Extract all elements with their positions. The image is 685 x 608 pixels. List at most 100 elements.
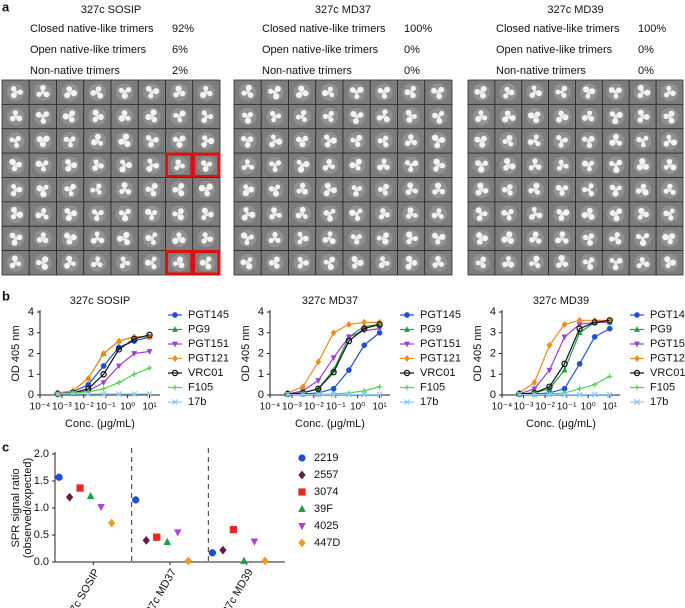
x-tick-label: 10⁰ bbox=[350, 402, 365, 413]
legend-label: PGT145 bbox=[420, 309, 461, 321]
particle-lobe bbox=[588, 183, 594, 189]
particle-lobe bbox=[349, 87, 356, 94]
particle-lobe bbox=[125, 87, 132, 93]
particle-core bbox=[667, 163, 672, 168]
particle-core bbox=[532, 211, 538, 217]
particle-core bbox=[408, 236, 414, 241]
particle-lobe bbox=[92, 109, 99, 116]
particle-core bbox=[479, 89, 484, 95]
data-point bbox=[315, 385, 322, 392]
particle-lobe bbox=[121, 92, 128, 99]
particle-core bbox=[667, 187, 672, 192]
data-point bbox=[240, 556, 248, 564]
particle-lobe bbox=[152, 88, 160, 95]
row-label: Closed native-like trimers bbox=[262, 23, 386, 35]
legend-marker bbox=[403, 341, 411, 348]
particle-lobe bbox=[637, 117, 644, 123]
particle-core bbox=[149, 163, 155, 168]
particle-lobe bbox=[299, 206, 306, 213]
particle-core bbox=[67, 89, 73, 95]
particle-lobe bbox=[501, 187, 508, 193]
legend-marker bbox=[633, 398, 641, 406]
particle-lobe bbox=[94, 215, 100, 222]
data-point bbox=[146, 365, 153, 371]
particle-core bbox=[204, 114, 209, 119]
particle-lobe bbox=[434, 182, 442, 189]
x-tick-label: 10⁻⁴ bbox=[492, 402, 513, 413]
particle-lobe bbox=[41, 263, 48, 270]
particle-core bbox=[149, 138, 155, 144]
data-point bbox=[576, 391, 583, 398]
particle-lobe bbox=[533, 182, 540, 189]
particle-lobe bbox=[9, 158, 16, 166]
particle-lobe bbox=[407, 207, 414, 214]
particle-core bbox=[613, 236, 619, 241]
particle-core bbox=[586, 114, 592, 119]
particle-core bbox=[149, 187, 155, 192]
particle-core bbox=[67, 211, 73, 217]
y-tick-label: 2 bbox=[490, 347, 496, 359]
particle-lobe bbox=[302, 214, 308, 219]
particle-lobe bbox=[666, 85, 672, 91]
particle-lobe bbox=[668, 215, 674, 221]
particle-lobe bbox=[303, 161, 310, 168]
panel-title: 327c SOSIP bbox=[81, 4, 142, 16]
y-tick-label: 3 bbox=[258, 327, 264, 339]
particle-lobe bbox=[531, 85, 537, 91]
y-tick-label: 0 bbox=[490, 389, 496, 401]
particle-core bbox=[299, 138, 305, 144]
particle-lobe bbox=[639, 158, 646, 165]
legend-label: 3074 bbox=[314, 486, 338, 498]
particle-lobe bbox=[272, 190, 279, 197]
particle-core bbox=[640, 236, 645, 241]
particle-lobe bbox=[643, 261, 650, 268]
legend-label: 2219 bbox=[314, 452, 338, 464]
data-point bbox=[132, 496, 140, 504]
particle-core bbox=[436, 236, 441, 241]
particle-lobe bbox=[404, 140, 411, 147]
particle-lobe bbox=[439, 188, 446, 195]
particle-lobe bbox=[382, 109, 388, 115]
particle-lobe bbox=[478, 166, 485, 173]
legend-label: PG9 bbox=[420, 323, 442, 335]
particle-lobe bbox=[201, 117, 207, 124]
particle-core bbox=[122, 163, 127, 168]
particle-core bbox=[479, 114, 484, 119]
data-point bbox=[531, 386, 538, 393]
particle-core bbox=[299, 89, 305, 95]
particle-core bbox=[149, 114, 155, 119]
chart-title: 327c SOSIP bbox=[70, 295, 131, 307]
particle-lobe bbox=[35, 259, 42, 266]
row-label: Closed native-like trimers bbox=[30, 23, 154, 35]
particle-lobe bbox=[247, 257, 253, 263]
row-value: 2% bbox=[172, 65, 188, 77]
particle-lobe bbox=[663, 140, 670, 147]
particle-lobe bbox=[147, 158, 153, 164]
y-axis-label: (observed/expected) bbox=[22, 458, 34, 558]
particle-lobe bbox=[270, 134, 276, 140]
data-point bbox=[345, 334, 352, 341]
data-point bbox=[576, 316, 583, 324]
data-point bbox=[284, 391, 291, 398]
y-tick-label: 0.5 bbox=[34, 529, 49, 541]
particle-lobe bbox=[202, 232, 208, 238]
legend-label: F105 bbox=[188, 381, 213, 393]
data-point bbox=[345, 337, 353, 345]
data-point bbox=[219, 545, 227, 555]
particle-lobe bbox=[199, 259, 206, 266]
data-point bbox=[208, 549, 217, 557]
particle-lobe bbox=[248, 186, 255, 193]
particle-lobe bbox=[9, 232, 16, 239]
data-point bbox=[86, 491, 95, 500]
particle-core bbox=[299, 236, 305, 241]
particle-lobe bbox=[404, 160, 410, 166]
particle-lobe bbox=[303, 260, 309, 266]
particle-lobe bbox=[240, 232, 248, 239]
particle-lobe bbox=[145, 186, 151, 192]
particle-core bbox=[586, 236, 592, 241]
particle-core bbox=[149, 211, 155, 217]
data-point bbox=[531, 379, 538, 387]
particle-lobe bbox=[637, 84, 644, 91]
particle-core bbox=[479, 138, 484, 144]
particle-lobe bbox=[529, 261, 535, 267]
